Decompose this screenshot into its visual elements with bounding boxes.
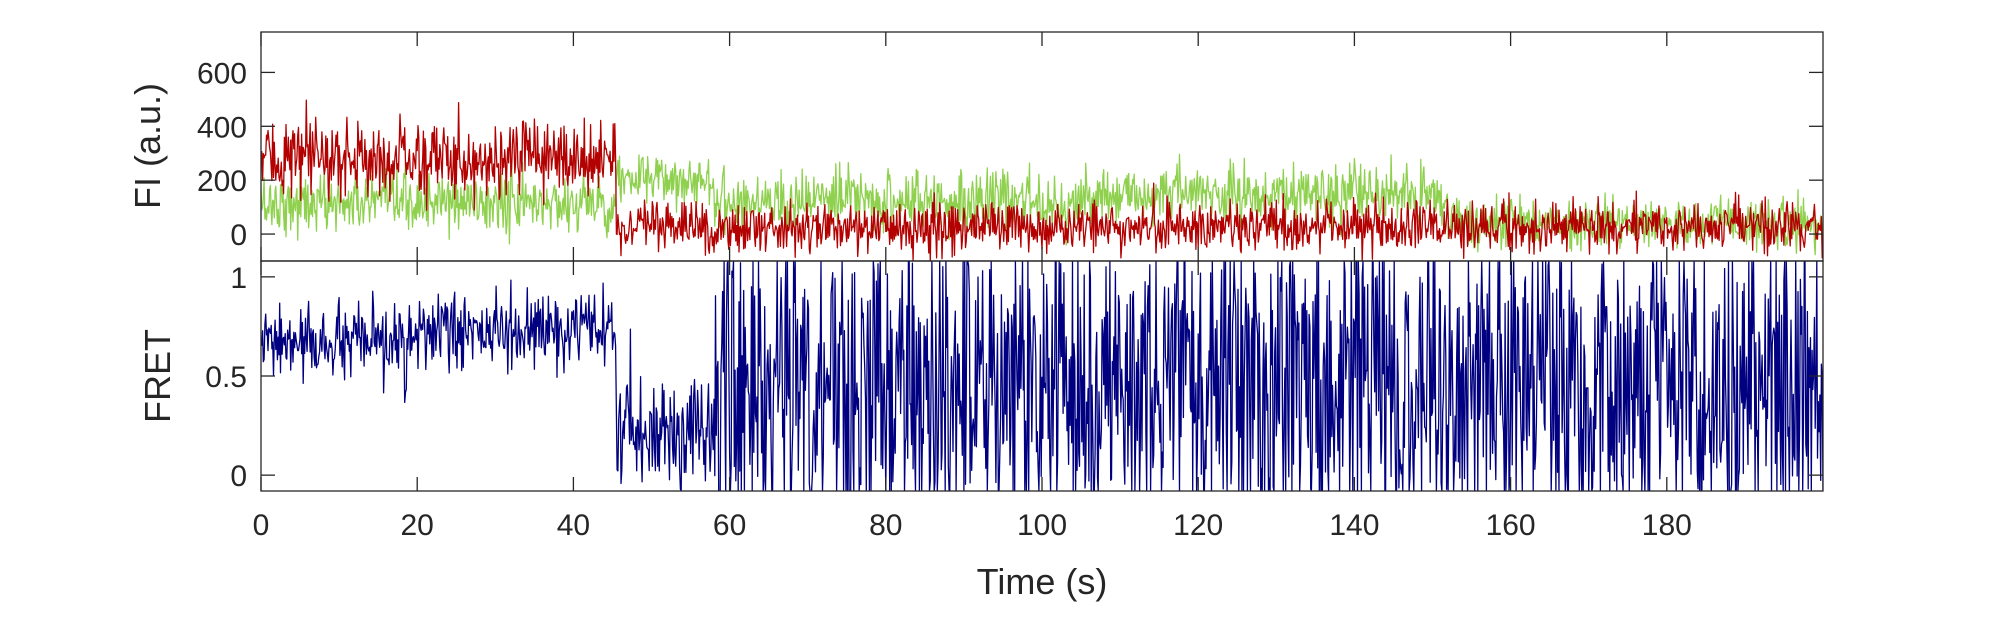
fluorescence-y-axis-label: FI (a.u.) <box>127 83 168 209</box>
fret-traces <box>261 261 1823 491</box>
fluorescence-y-ticks: 0 200 400 600 <box>197 57 1823 252</box>
x-tick-label: 140 <box>1329 509 1379 542</box>
x-tick-label: 120 <box>1173 509 1223 542</box>
fret-panel: 00.51 0 20 40 60 80 100 120 140 160 180 FRET Time… <box>137 32 1824 602</box>
y-tick-label: 400 <box>197 111 247 144</box>
time-x-axis-label: Time (s) <box>977 561 1108 602</box>
x-tick-label: 60 <box>713 509 746 542</box>
fret-y-ticks: 00.51 <box>205 262 1823 493</box>
fret-y-axis-label: FRET <box>137 329 178 423</box>
y-tick-label: 200 <box>197 165 247 198</box>
series-line-1 <box>261 261 1823 491</box>
x-tick-label: 0 <box>253 509 270 542</box>
fluorescence-traces <box>261 99 1823 261</box>
x-tick-label: 20 <box>401 509 434 542</box>
y-tick-label: 0 <box>230 219 247 252</box>
time-x-ticks: 0 20 40 60 80 100 120 140 160 180 <box>253 32 1692 542</box>
x-tick-label: 40 <box>557 509 590 542</box>
y-tick-label: 0 <box>230 460 247 493</box>
y-tick-label: 600 <box>197 57 247 90</box>
y-tick-label: 0.5 <box>205 361 247 394</box>
x-tick-label: 160 <box>1486 509 1536 542</box>
series-line-2 <box>261 99 1823 261</box>
x-tick-label: 100 <box>1017 509 1067 542</box>
x-tick-label: 180 <box>1642 509 1692 542</box>
fluorescence-panel: 0 200 400 600 FI (a.u.) <box>127 31 1824 262</box>
x-tick-label: 80 <box>869 509 902 542</box>
y-tick-label: 1 <box>230 262 247 295</box>
